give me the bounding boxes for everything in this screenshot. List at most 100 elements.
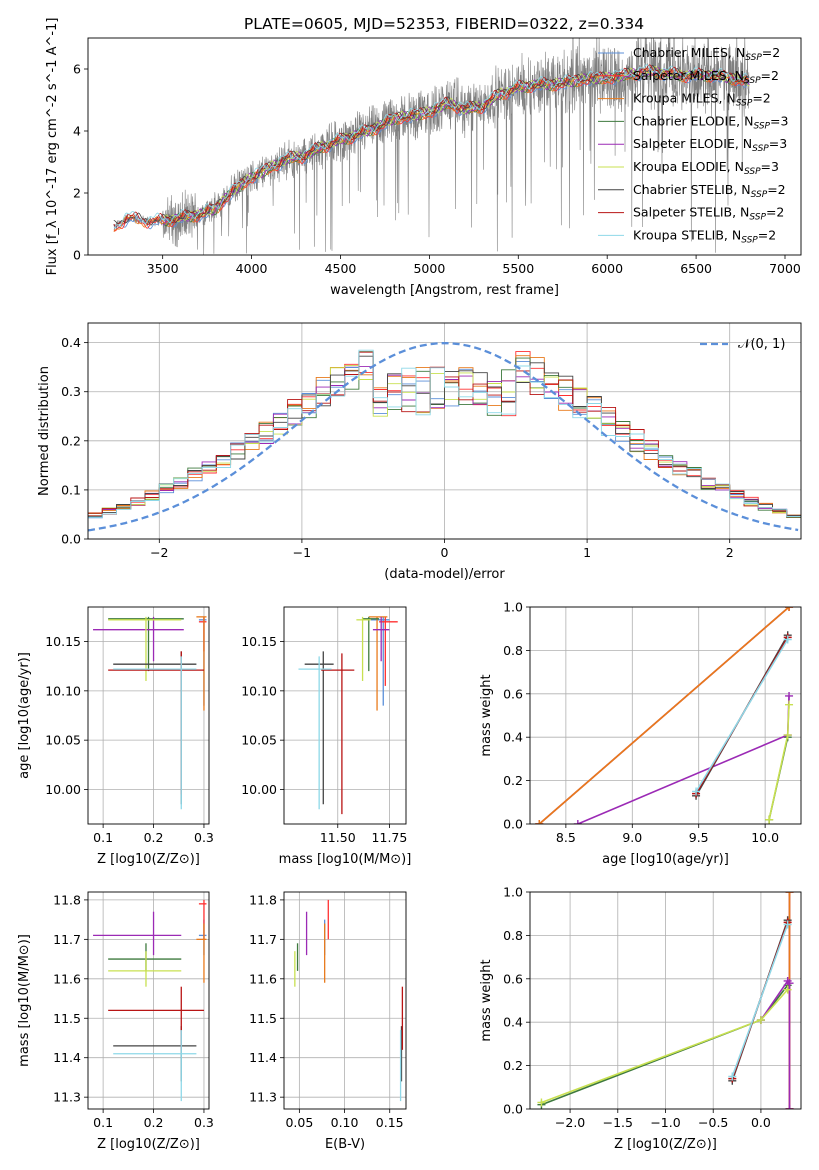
series-marker (783, 920, 792, 929)
spectrum-data-line (113, 38, 750, 255)
series-marker (783, 985, 792, 994)
x-tick-label: 0.2 (144, 830, 164, 845)
errorbar-kroupa-miles (196, 923, 207, 983)
series-marker (785, 979, 794, 988)
axes-frame (283, 606, 407, 825)
legend-entry: Chabrier ELODIE, NSSP=3 (633, 113, 788, 131)
y-tick-label: 0.8 (503, 643, 523, 658)
y-tick-label: 10.10 (241, 683, 277, 698)
y-tick-label: 0.4 (61, 335, 81, 350)
series-marker (783, 731, 792, 740)
plot-area-mass-vs-z (93, 899, 207, 1102)
y-tick-label: 0.3 (61, 384, 81, 399)
x-tick-label: −2 (150, 545, 168, 560)
x-axis-label: age [log10(age/yr)] (602, 852, 729, 867)
y-tick-label: 2 (73, 186, 81, 201)
plot-area-weight-vs-age (535, 607, 794, 824)
x-axis-label: Z [log10(Z/Z⊙)] (614, 1137, 717, 1152)
x-axis-label: wavelength [Angstrom, rest frame] (330, 283, 559, 298)
x-axis-label: E(B-V) (325, 1137, 365, 1152)
y-tick-label: 11.3 (53, 1090, 81, 1105)
x-axis-label: mass [log10(M/M⊙)] (279, 852, 412, 867)
x-tick-label: 10.0 (751, 830, 779, 845)
x-tick-label: 5500 (502, 261, 534, 276)
y-axis-label: age [log10(age/yr)] (17, 652, 32, 779)
legend-entry: Salpeter STELIB, NSSP=2 (633, 205, 784, 223)
series-marker (692, 787, 701, 796)
errorbar-kroupa-elodie (356, 616, 371, 681)
x-tick-label: 0.10 (331, 1115, 359, 1130)
x-tick-label: 0.3 (194, 1115, 214, 1130)
y-tick-label: 0.2 (503, 1058, 523, 1073)
errorbar-salpeter-miles (379, 616, 398, 686)
series-marker (785, 1105, 794, 1109)
x-tick-label: −2.0 (555, 1115, 585, 1130)
axes-frame (87, 606, 210, 825)
y-tick-label: 1.0 (503, 885, 523, 900)
x-tick-label: 11.75 (372, 830, 408, 845)
series-marker (785, 700, 794, 709)
axes-weight-vs-age: 8.5 9.0 9.5 10.0 0.0 0.2 0.4 0.6 0.8 1.0 age [log1… (479, 600, 802, 867)
x-tick-label: 5000 (413, 261, 445, 276)
errorbar-salpeter-stelib (321, 653, 355, 815)
x-tick-label: 11.50 (320, 830, 356, 845)
errorbar-chabrier-stelib (113, 651, 197, 805)
legend-entry: Kroupa ELODIE, NSSP=3 (633, 159, 779, 177)
axes-frame (87, 37, 802, 256)
series-line (768, 704, 790, 820)
series-salpeter-elodie (756, 976, 794, 1109)
y-tick-label: 0.4 (503, 730, 523, 745)
y-axis-label: mass weight (479, 959, 494, 1041)
y-tick-label: 0 (73, 248, 81, 263)
axes-frame (87, 891, 210, 1110)
errorbar-chabrier-miles (370, 616, 390, 706)
errorbar-kroupa-stelib (113, 1030, 197, 1102)
series-marker (785, 892, 794, 896)
errorbar-salpeter-miles (198, 899, 207, 940)
errorbar-kroupa-stelib (113, 656, 197, 810)
y-tick-label: 11.8 (249, 892, 277, 907)
series-kroupa-stelib (728, 920, 792, 1081)
y-tick-label: 10.05 (45, 733, 81, 748)
y-tick-label: 11.6 (53, 971, 81, 986)
series-marker (785, 607, 794, 611)
series-marker (785, 691, 794, 700)
spectrum-model-line-kroupa-stelib (113, 64, 749, 229)
y-tick-label: 11.4 (53, 1050, 81, 1065)
x-tick-label: −1 (293, 545, 311, 560)
series-salpeter-elodie (573, 691, 794, 824)
x-tick-label: 4500 (325, 261, 357, 276)
x-tick-label: 3500 (147, 261, 179, 276)
gaussian-curve (88, 342, 799, 532)
errorbar-salpeter-miles (198, 616, 207, 652)
series-marker (535, 820, 544, 824)
y-axis-label: mass [log10(M/M⊙)] (17, 934, 32, 1067)
y-axis-label: mass weight (479, 674, 494, 756)
axes-mass-vs-z: 0.1 0.2 0.3 11.3 11.4 11.5 11.6 11.7 11.8 Z [log1… (17, 891, 214, 1152)
y-axis-label: Normed distribution (37, 366, 52, 496)
legend-entry: Salpeter ELODIE, NSSP=3 (633, 136, 787, 154)
errorbar-kroupa-miles (368, 616, 388, 711)
axes-age-vs-z: 0.1 0.2 0.3 10.00 10.05 10.10 10.15 Z [log10(Z/… (17, 606, 214, 867)
figure-title: PLATE=0605, MJD=52353, FIBERID=0322, z=0… (244, 15, 644, 33)
series-line (541, 984, 789, 1106)
series-line (577, 695, 790, 824)
x-tick-label: 0.3 (194, 830, 214, 845)
plot-area-mass-vs-ebv (294, 899, 404, 1102)
y-tick-label: 11.5 (53, 1011, 81, 1026)
axes-frame (529, 606, 802, 825)
errorbar-chabrier-miles (198, 616, 207, 706)
series-line (760, 979, 791, 1109)
series-marker (783, 635, 792, 644)
spectrum-model-line-kroupa-miles (113, 68, 749, 232)
errorbar-salpeter-elodie (372, 616, 390, 662)
x-tick-label: 9.0 (622, 830, 642, 845)
y-tick-label: 11.4 (249, 1050, 277, 1065)
y-tick-label: 10.00 (241, 782, 277, 797)
errorbar-kroupa-miles (196, 616, 207, 711)
y-tick-label: 0.6 (503, 971, 523, 986)
errorbar-kroupa-stelib (298, 656, 332, 810)
legend-entry: Chabrier STELIB, NSSP=2 (633, 182, 786, 200)
y-tick-label: 0.6 (503, 686, 523, 701)
axes-weight-vs-z: −2.0 −1.5 −1.0 −0.5 0.0 0.0 0.2 0.4 0.6 0.8 1.0 Z [… (479, 885, 802, 1152)
